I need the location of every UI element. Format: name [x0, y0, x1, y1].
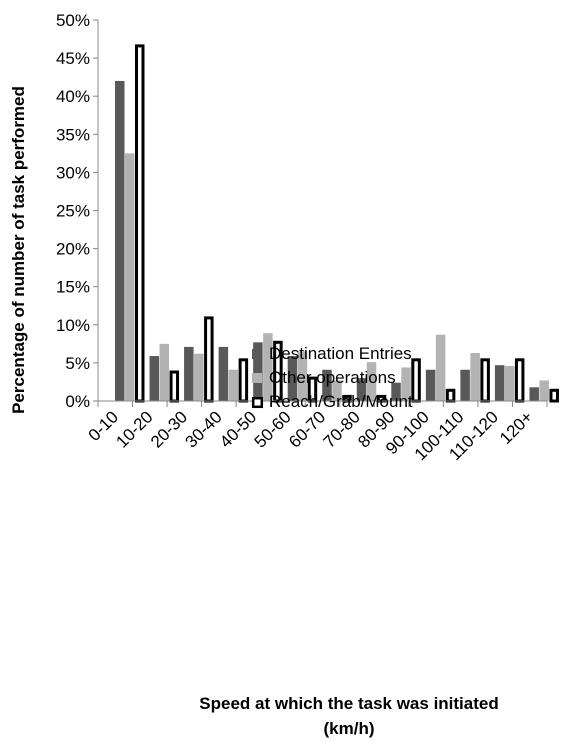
bar-other-operations [435, 334, 446, 401]
x-tick-label: 40-50 [216, 407, 260, 451]
bar-reach-grab-mount [169, 370, 180, 403]
bar-other-operations [263, 333, 273, 401]
bar-other-operations [366, 362, 377, 401]
y-axis-title: Percentage of number of task performed [9, 86, 28, 414]
x-axis-title: Speed at which the task was initiated [199, 694, 498, 713]
bar-reach-grab-mount [135, 44, 145, 403]
bar-other-operations [194, 353, 204, 401]
bars [115, 44, 559, 403]
y-tick-label: 5% [65, 354, 90, 373]
x-tick-label: 70-80 [320, 407, 364, 451]
bar-other-operations [228, 369, 239, 401]
y-tick-label: 35% [56, 125, 90, 144]
x-tick-label: 120+ [496, 407, 537, 448]
y-tick-label: 15% [56, 278, 90, 297]
legend-swatch [252, 373, 262, 383]
bar-reach-grab-mount [204, 316, 214, 403]
y-tick-label: 0% [65, 392, 90, 411]
y-tick-label: 50% [56, 11, 90, 30]
bar-reach-grab-mount [411, 358, 421, 403]
bar-other-operations [159, 343, 170, 401]
y-tick-label: 10% [56, 316, 90, 335]
x-tick-label: 50-60 [251, 407, 295, 451]
bar-reach-grab-mount [445, 388, 456, 403]
legend-label: Destination Entries [269, 344, 412, 363]
bar-destination-entries [253, 342, 263, 401]
bar-other-operations [401, 367, 411, 401]
bar-other-operations [297, 351, 308, 401]
y-tick-label: 40% [56, 87, 90, 106]
x-axis-title-unit: (km/h) [324, 719, 375, 738]
bar-destination-entries [391, 382, 401, 401]
bar-reach-grab-mount [238, 358, 249, 403]
y-tick-label: 25% [56, 202, 90, 221]
bar-destination-entries [460, 369, 470, 401]
bar-reach-grab-mount [549, 388, 559, 403]
bar-reach-grab-mount [480, 358, 490, 403]
bar-reach-grab-mount [514, 358, 525, 403]
legend-label: Reach/Grab/Mount [269, 392, 413, 411]
y-tick-label: 30% [56, 163, 90, 182]
x-tick-label: 10-20 [112, 407, 156, 451]
legend-label: Other operations [269, 368, 396, 387]
bar-destination-entries [494, 365, 505, 401]
bar-other-operations [125, 153, 135, 401]
bar-other-operations [504, 365, 515, 401]
bar-destination-entries [115, 80, 125, 402]
bar-destination-entries [529, 387, 539, 401]
y-axis-ticks: 0% 5% 10% 15% 20% 25% 30% 35% 40% 45% 50% [56, 11, 98, 411]
bar-destination-entries [149, 356, 160, 401]
bar-other-operations [332, 380, 342, 401]
x-tick-label: 30-40 [182, 407, 226, 451]
x-axis-ticks: 0-1010-2020-3030-4040-5050-6060-7070-808… [85, 407, 537, 464]
legend: Destination Entries Other operations Reach… [251, 344, 413, 411]
x-tick-label: 20-30 [147, 407, 191, 451]
bar-destination-entries [425, 369, 436, 401]
bar-destination-entries [356, 378, 367, 401]
bar-destination-entries [322, 369, 332, 401]
y-tick-label: 45% [56, 49, 90, 68]
legend-swatch [251, 396, 264, 409]
bar-other-operations [539, 380, 549, 401]
bar-destination-entries [218, 346, 229, 401]
bar-destination-entries [184, 346, 194, 401]
axes [97, 20, 548, 407]
x-tick-label: 60-70 [285, 407, 329, 451]
legend-swatch [252, 349, 262, 359]
bar-destination-entries [287, 356, 298, 401]
bar-other-operations [470, 352, 480, 401]
y-tick-label: 20% [56, 240, 90, 259]
